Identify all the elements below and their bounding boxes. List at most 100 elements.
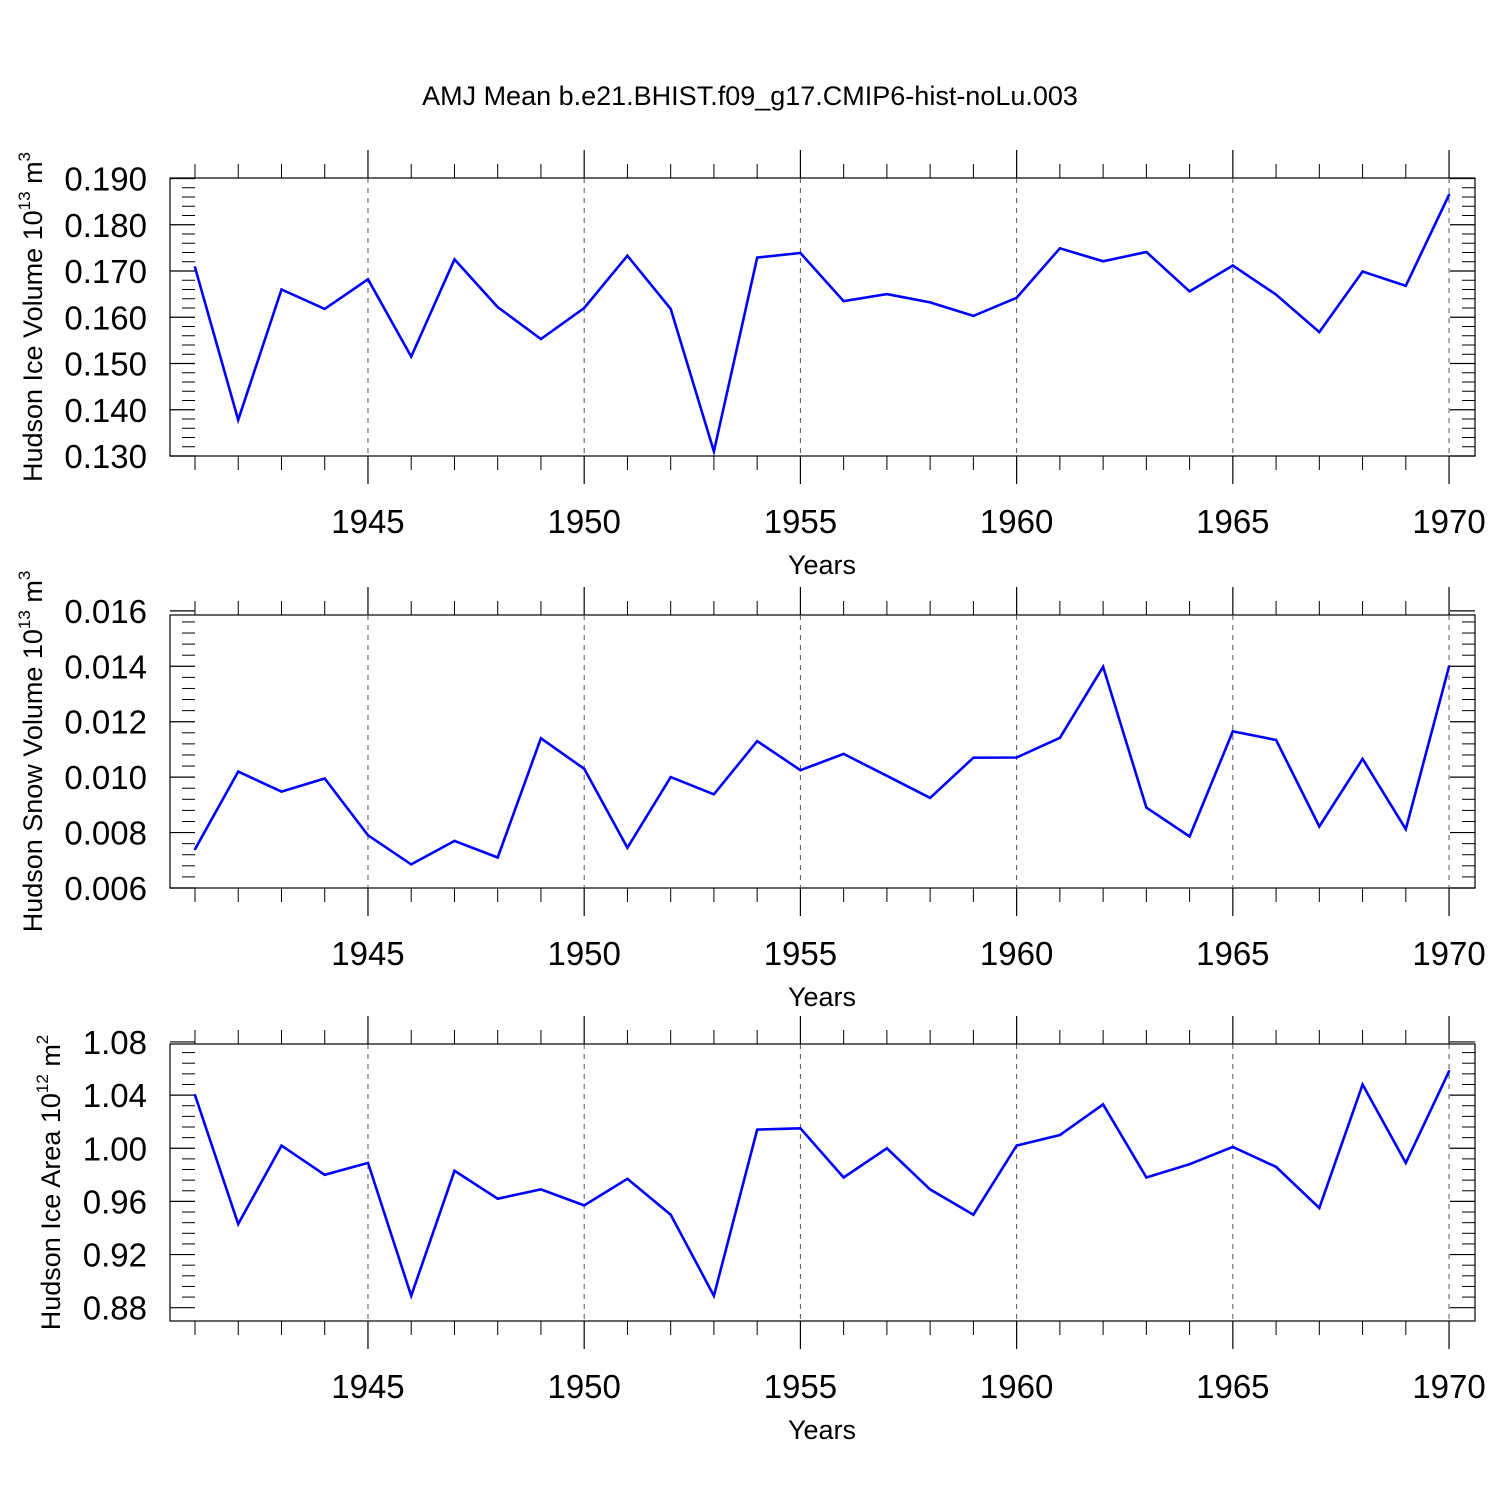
data-point (799, 769, 802, 772)
data-point (582, 767, 586, 771)
x-axis-label: Years (788, 550, 856, 580)
y-tick-label: 0.010 (64, 759, 147, 796)
data-point (626, 254, 629, 257)
data-point (669, 307, 672, 311)
data-point (842, 752, 845, 756)
data-point (1447, 1069, 1451, 1073)
y-tick-label: 1.08 (83, 1024, 147, 1061)
x-tick-label: 1960 (980, 503, 1053, 540)
y-tick-label: 0.016 (64, 593, 147, 630)
data-point (1447, 193, 1451, 196)
data-point (1101, 1103, 1105, 1106)
data-point (1188, 1162, 1191, 1166)
data-point (237, 1222, 240, 1226)
data-point (1101, 260, 1105, 263)
x-tick-label: 1945 (331, 1368, 404, 1405)
data-point (539, 1188, 543, 1191)
plot-frame (169, 177, 1476, 457)
data-point (1058, 736, 1062, 739)
data-point (1231, 730, 1235, 733)
data-point (280, 790, 283, 793)
x-tick-label: 1950 (547, 935, 620, 972)
data-point (712, 450, 716, 453)
x-tick-label: 1970 (1412, 935, 1485, 972)
data-point (755, 256, 759, 259)
data-point (885, 292, 889, 296)
y-tick-label: 0.88 (83, 1290, 147, 1327)
data-point (1188, 835, 1191, 838)
x-tick-label: 1970 (1412, 503, 1485, 540)
x-tick-label: 1965 (1196, 935, 1269, 972)
data-point (1145, 806, 1148, 809)
y-tick-label: 0.130 (64, 438, 147, 475)
data-point (237, 770, 240, 773)
panel-3: 0.88 0.92 0.96 1.00 1.04 1.08 1945 1950 1955 1960… (33, 1016, 1486, 1445)
y-tick-label: 0.190 (64, 161, 147, 198)
data-point (626, 1177, 629, 1181)
data-point (669, 1213, 672, 1216)
x-tick-label: 1965 (1196, 503, 1269, 540)
plot-frame (169, 1043, 1476, 1322)
y-tick-label: 0.012 (64, 704, 147, 741)
y-tick-label: 0.150 (64, 346, 147, 383)
x-tick-label: 1945 (331, 503, 404, 540)
x-tick-label: 1955 (764, 1368, 837, 1405)
data-point (842, 299, 845, 303)
data-point (453, 839, 456, 843)
x-tick-label: 1960 (980, 935, 1053, 972)
y-tick-label: 0.008 (64, 815, 147, 852)
data-point (453, 258, 456, 261)
data-point (1101, 665, 1105, 669)
y-tick-label: 1.00 (83, 1130, 147, 1167)
data-point (410, 1294, 413, 1297)
data-point (453, 1169, 456, 1173)
data-point (1231, 1145, 1235, 1149)
data-point (193, 1093, 197, 1097)
x-tick-label: 1950 (547, 503, 620, 540)
y-tick-label: 0.014 (64, 648, 147, 685)
data-point (885, 1147, 889, 1150)
data-point (366, 1161, 370, 1165)
panel-1: 0.130 0.140 0.150 0.160 0.170 0.180 0.190 1945 1… (15, 150, 1486, 580)
data-point (539, 337, 543, 341)
data-point (1361, 270, 1364, 273)
y-axis-label: Hudson Ice Volume 1013 m3 (15, 152, 48, 482)
data-point (582, 306, 586, 310)
data-point (885, 774, 889, 777)
data-point (1145, 1176, 1148, 1179)
data-point (928, 796, 932, 800)
data-point (1145, 250, 1148, 254)
data-point (410, 863, 413, 866)
data-point (1015, 1144, 1018, 1147)
data-point (1274, 1165, 1278, 1169)
data-point (928, 301, 932, 304)
x-tick-label: 1970 (1412, 1368, 1485, 1405)
data-point (972, 756, 975, 759)
data-point (323, 777, 326, 780)
x-axis-label: Years (788, 982, 856, 1012)
data-point (193, 266, 197, 269)
data-point (928, 1188, 932, 1191)
data-point (323, 307, 326, 311)
y-tick-label: 0.180 (64, 207, 147, 244)
y-tick-label: 0.170 (64, 253, 147, 290)
data-point (799, 1127, 802, 1130)
x-tick-label: 1945 (331, 935, 404, 972)
data-series-line (193, 663, 1451, 866)
panel-2: 0.006 0.008 0.010 0.012 0.014 0.016 1945 1950 19… (15, 571, 1486, 1012)
data-point (193, 848, 197, 851)
data-point (1404, 284, 1408, 287)
y-axis-label: Hudson Snow Volume 1013 m3 (15, 571, 48, 933)
data-point (323, 1173, 326, 1177)
data-point (1015, 756, 1018, 759)
data-point (1447, 665, 1451, 668)
data-point (755, 1128, 759, 1131)
x-tick-label: 1955 (764, 503, 837, 540)
data-point (1361, 1083, 1364, 1086)
data-point (1318, 330, 1321, 334)
data-point (842, 1176, 845, 1179)
data-series-line (193, 1070, 1451, 1300)
y-tick-label: 0.140 (64, 392, 147, 429)
data-point (1318, 825, 1321, 828)
